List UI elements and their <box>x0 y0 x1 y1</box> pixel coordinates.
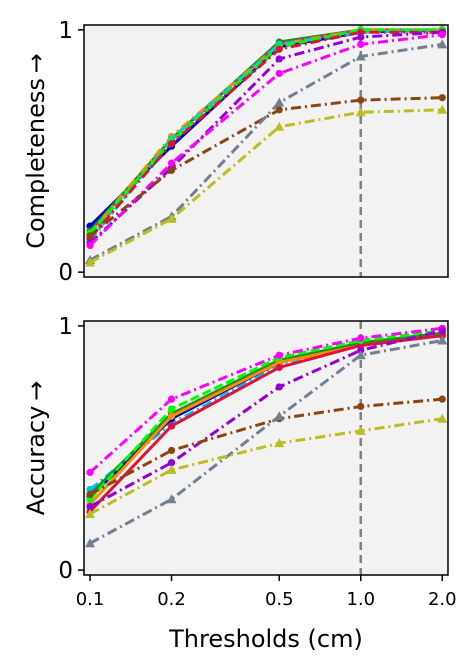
completeness-series-11-point-3 <box>274 97 285 107</box>
accuracy-x-tick-label-2: 0.2 <box>157 589 186 610</box>
completeness-series-9-point-3 <box>275 69 283 78</box>
accuracy-series-8 <box>86 327 446 511</box>
accuracy-x-tick-label-5: 2.0 <box>428 589 457 610</box>
completeness-series-12-point-2 <box>166 213 177 223</box>
completeness-series-10-point-3 <box>275 106 283 114</box>
accuracy-series-10-point-2 <box>166 494 177 504</box>
completeness-series-9 <box>86 31 446 250</box>
accuracy-series-8-point-5 <box>438 327 446 335</box>
accuracy-y-axis-label: Accuracy → <box>22 381 50 515</box>
accuracy-series-8-point-1 <box>86 503 94 511</box>
completeness-y-tick-label-2: 1 <box>58 18 73 44</box>
completeness-series-10-point-2 <box>167 166 176 174</box>
accuracy-series-5-point-2 <box>167 422 176 430</box>
accuracy-series-10 <box>85 335 448 548</box>
accuracy-series-4-point-2 <box>167 412 176 420</box>
accuracy-series-8-point-3 <box>275 383 283 391</box>
accuracy-series-7-point-3 <box>275 351 283 359</box>
completeness-series-10-point-4 <box>357 96 365 104</box>
accuracy-series-9-point-1 <box>86 490 94 499</box>
completeness-plot-area <box>84 25 448 277</box>
accuracy-series-11-point-2 <box>166 464 177 474</box>
completeness-series-10 <box>86 94 446 240</box>
accuracy-series-5-point-3 <box>275 363 283 372</box>
accuracy-frame <box>83 320 449 576</box>
completeness-series-11-point-5 <box>437 39 448 49</box>
accuracy-series-10-point-5 <box>437 335 448 345</box>
completeness-series-12-point-5 <box>437 104 448 114</box>
accuracy-chart: 0 1 Accuracy → 0.1 0.2 0.5 1.0 2.0 Thresholds (c… <box>22 314 457 653</box>
completeness-series-9-point-2 <box>167 159 176 167</box>
completeness-series-10-point-1 <box>86 232 94 240</box>
completeness-series-12 <box>85 104 448 267</box>
accuracy-series-11-point-4 <box>355 425 366 435</box>
completeness-frame <box>83 24 449 278</box>
completeness-series-7-point-2 <box>167 140 176 148</box>
completeness-series-12-point-3 <box>274 121 285 131</box>
completeness-series-11-point-4 <box>355 51 366 61</box>
accuracy-series-9-point-4 <box>357 402 365 411</box>
accuracy-series-11-point-5 <box>437 413 448 423</box>
accuracy-series-7-point-1 <box>86 468 94 477</box>
completeness-series-8-point-4 <box>357 33 365 41</box>
accuracy-series-7-point-4 <box>357 334 365 342</box>
completeness-series-9-line <box>88 33 443 247</box>
accuracy-x-tick-label-3: 0.5 <box>265 589 294 610</box>
completeness-y-tick-label-1: 0 <box>58 260 73 286</box>
accuracy-series-9-point-5 <box>438 395 446 403</box>
accuracy-series-9-point-2 <box>167 446 176 455</box>
accuracy-series-11-point-3 <box>274 438 285 448</box>
accuracy-series-10-point-4 <box>355 350 366 360</box>
accuracy-y-tick-label-1: 0 <box>58 558 73 584</box>
accuracy-series-7-point-2 <box>167 395 176 403</box>
completeness-series-10-point-5 <box>438 94 446 102</box>
accuracy-y-tick-label-2: 1 <box>58 314 73 340</box>
completeness-series-9-point-1 <box>86 241 94 250</box>
completeness-series-9-point-4 <box>357 40 365 48</box>
accuracy-series-10-point-1 <box>85 538 96 548</box>
completeness-chart: 0 1 Completeness → <box>22 18 449 286</box>
completeness-y-axis-label: Completeness → <box>22 53 50 249</box>
completeness-series-12-point-4 <box>355 107 366 117</box>
accuracy-x-tick-label-4: 1.0 <box>346 589 375 610</box>
accuracy-x-tick-label-1: 0.1 <box>76 589 105 610</box>
accuracy-series-11 <box>85 413 448 518</box>
accuracy-series-11-point-1 <box>85 508 96 518</box>
completeness-series-8-point-3 <box>275 55 283 63</box>
accuracy-x-axis-label: Thresholds (cm) <box>168 625 363 653</box>
completeness-series-12-point-1 <box>85 257 96 267</box>
accuracy-series-10-point-3 <box>274 411 285 421</box>
accuracy-series-8-point-2 <box>167 459 176 467</box>
completeness-series-9-point-5 <box>438 31 446 39</box>
completeness-series-7-point-3 <box>275 45 283 53</box>
accuracy-series-6-point-2 <box>167 405 176 413</box>
